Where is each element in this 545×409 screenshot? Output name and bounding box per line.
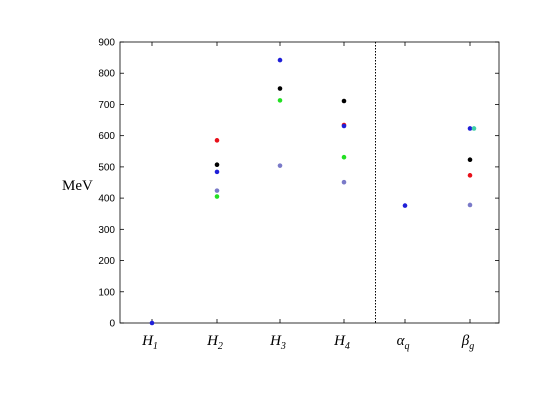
data-point — [214, 194, 220, 199]
data-point — [277, 98, 283, 103]
data-points — [149, 57, 477, 326]
data-point — [467, 173, 473, 178]
data-point — [149, 320, 155, 326]
y-tick-label: 800 — [98, 69, 115, 80]
x-axis: H1 H2 H3 H4 αq βg — [141, 42, 474, 352]
y-axis-label: MeV — [62, 178, 93, 194]
data-point — [341, 98, 347, 104]
x-tick-label: αq — [397, 333, 410, 352]
data-point — [402, 203, 408, 208]
x-tick-label: H2 — [206, 333, 223, 352]
data-point — [341, 179, 347, 185]
y-tick-label: 600 — [98, 131, 115, 142]
data-point — [214, 138, 220, 143]
x-tick-label: βg — [461, 333, 474, 352]
data-point — [341, 154, 347, 160]
data-point — [277, 86, 283, 91]
data-point — [467, 157, 473, 163]
x-tick-label: H3 — [269, 333, 286, 352]
data-point — [277, 57, 283, 63]
plot-area — [119, 41, 500, 324]
y-tick-label: 700 — [98, 100, 115, 111]
y-tick-label: 900 — [98, 38, 115, 49]
data-point — [277, 163, 283, 168]
y-tick-label: 0 — [109, 319, 115, 330]
data-point — [341, 123, 347, 129]
y-tick-label: 400 — [98, 194, 115, 205]
data-point — [467, 126, 473, 131]
y-axis: 0 100 200 300 400 500 600 700 800 900 — [98, 38, 499, 330]
data-point — [214, 169, 220, 175]
data-point — [467, 202, 473, 208]
x-tick-label: H4 — [333, 333, 350, 352]
x-tick-label: H1 — [141, 333, 158, 352]
y-tick-label: 300 — [98, 225, 115, 236]
y-tick-label: 200 — [98, 256, 115, 267]
data-point — [214, 188, 220, 193]
y-tick-label: 100 — [98, 287, 115, 298]
data-point — [214, 162, 220, 168]
data-point — [471, 126, 477, 131]
y-tick-label: 500 — [98, 162, 115, 173]
